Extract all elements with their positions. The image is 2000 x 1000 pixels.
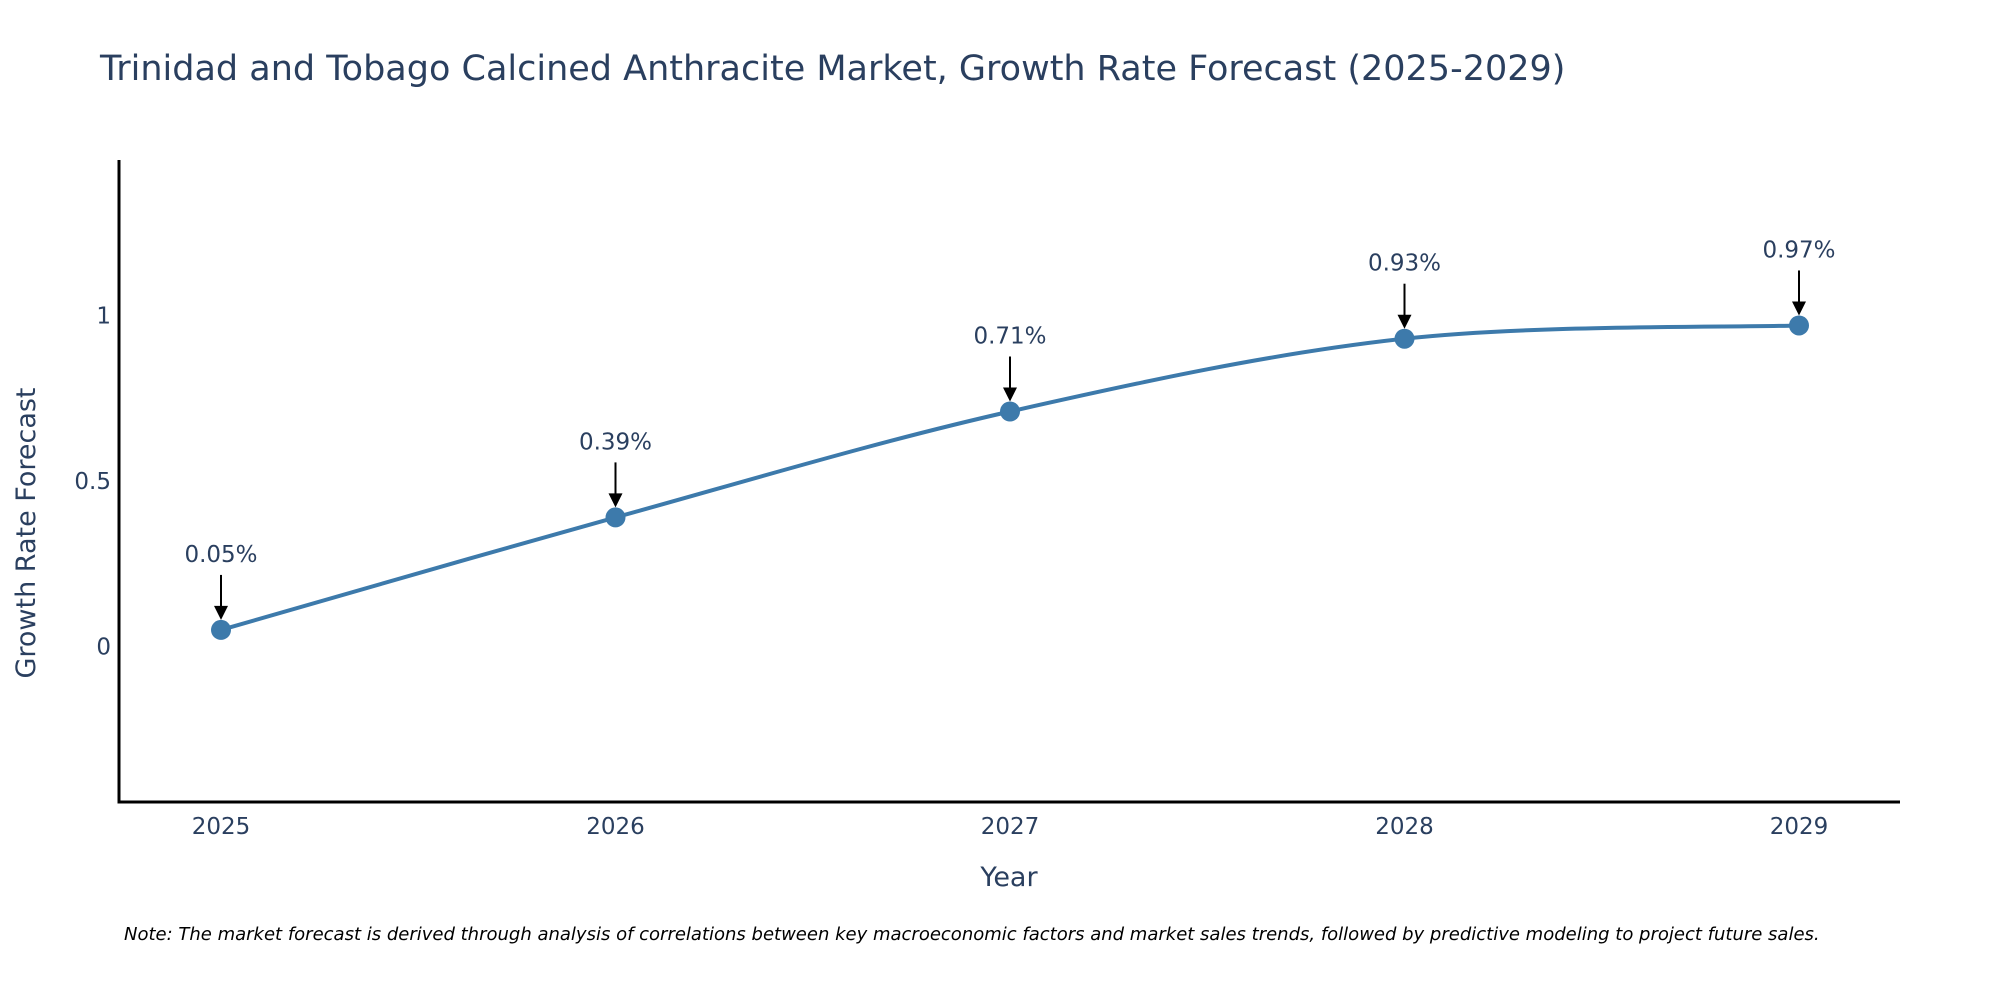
x-tick-label: 2029	[1770, 814, 1829, 840]
y-tick-labels: 00.51	[74, 304, 111, 661]
data-point-marker	[1000, 401, 1020, 422]
y-tick-label: 1	[96, 304, 111, 330]
x-tick-label: 2025	[192, 814, 251, 840]
data-point-marker	[211, 619, 231, 640]
annotation-arrow-head	[1397, 314, 1412, 329]
annotation-arrow-head	[1792, 301, 1806, 316]
data-label: 0.93%	[1368, 251, 1441, 277]
footnote: Note: The market forecast is derived thr…	[124, 924, 1820, 945]
x-tick-label: 2027	[981, 814, 1040, 840]
annotation-arrow-head	[608, 493, 623, 508]
data-label: 0.71%	[973, 324, 1046, 350]
data-label: 0.05%	[184, 542, 257, 568]
data-point-marker	[1789, 315, 1809, 336]
x-tick-label: 2026	[586, 814, 645, 840]
x-tick-labels: 2025 2026 2027 2028 2029	[192, 814, 1829, 840]
y-tick-label: 0	[96, 634, 111, 660]
annotation-arrow-head	[1003, 387, 1017, 402]
data-label-annotations: 0.05% 0.39% 0.71% 0.93% 0.97%	[184, 237, 1836, 620]
data-point-marker	[605, 507, 626, 528]
x-axis-title: Year	[979, 862, 1038, 893]
chart-title: Trinidad and Tobago Calcined Anthracite …	[99, 49, 1565, 89]
data-label: 0.97%	[1762, 237, 1835, 263]
series-markers	[211, 315, 1809, 640]
y-axis-title: Growth Rate Forecast	[11, 387, 42, 678]
x-tick-label: 2028	[1375, 814, 1434, 840]
data-point-marker	[1394, 328, 1415, 349]
data-label: 0.39%	[579, 429, 652, 455]
y-tick-label: 0.5	[74, 469, 111, 495]
axes	[117, 160, 1900, 804]
annotation-arrow-head	[214, 605, 228, 620]
